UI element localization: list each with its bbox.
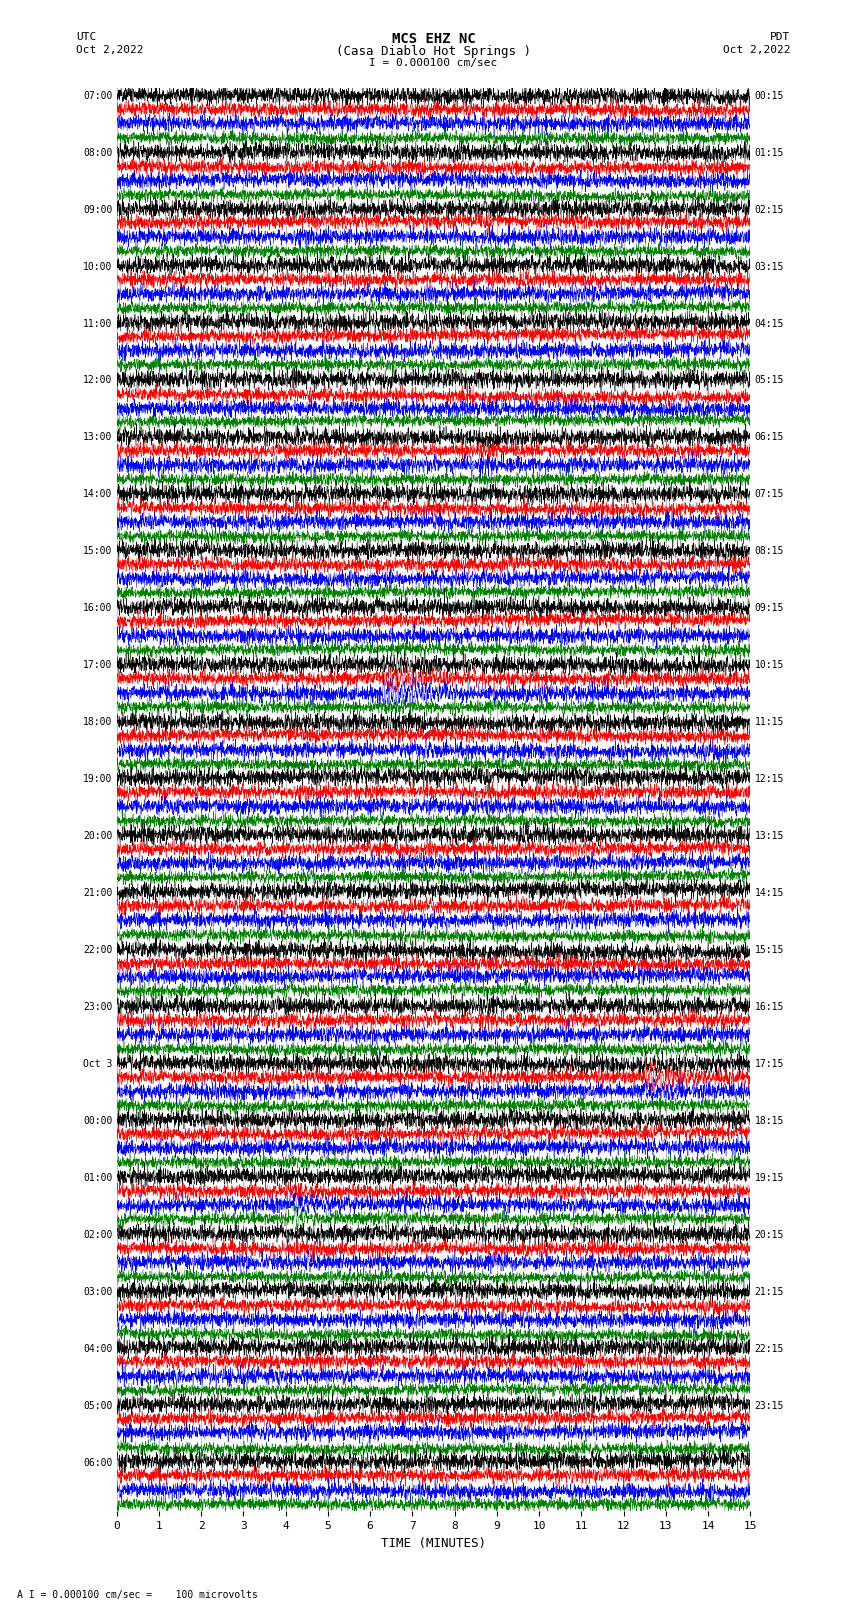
- Text: MCS EHZ NC: MCS EHZ NC: [392, 32, 475, 47]
- Text: PDT: PDT: [770, 32, 790, 42]
- Text: (Casa Diablo Hot Springs ): (Casa Diablo Hot Springs ): [336, 45, 531, 58]
- Text: I = 0.000100 cm/sec: I = 0.000100 cm/sec: [370, 58, 497, 68]
- Text: Oct 2,2022: Oct 2,2022: [723, 45, 791, 55]
- Text: Oct 2,2022: Oct 2,2022: [76, 45, 144, 55]
- Text: UTC: UTC: [76, 32, 97, 42]
- Text: A I = 0.000100 cm/sec =    100 microvolts: A I = 0.000100 cm/sec = 100 microvolts: [17, 1590, 258, 1600]
- X-axis label: TIME (MINUTES): TIME (MINUTES): [381, 1537, 486, 1550]
